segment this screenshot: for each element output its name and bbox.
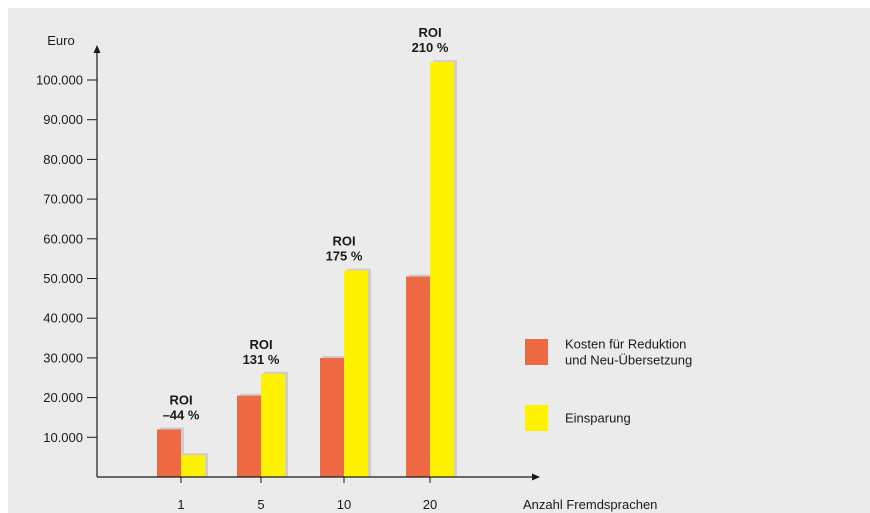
y-tick-label: 20.000 [43, 390, 83, 405]
bar-einsparung-5 [261, 373, 285, 477]
legend-swatch-kosten [525, 339, 548, 365]
y-tick-label: 60.000 [43, 231, 83, 246]
bar-kosten-1 [157, 429, 181, 477]
roi-title-20: ROI [418, 25, 441, 40]
y-tick-label: 50.000 [43, 271, 83, 286]
legend-swatch-einsparung [525, 405, 548, 431]
roi-value-20: 210 % [412, 40, 449, 55]
x-tick-label-1: 1 [177, 497, 184, 512]
y-tick-label: 40.000 [43, 311, 83, 326]
x-tick-label-20: 20 [423, 497, 437, 512]
y-axis-arrow [93, 45, 101, 53]
y-axis-label: Euro [47, 33, 74, 48]
y-tick-label: 80.000 [43, 152, 83, 167]
legend-label-kosten: und Neu-Übersetzung [565, 353, 692, 368]
roi-value-10: 175 % [326, 249, 363, 264]
roi-title-10: ROI [332, 234, 355, 249]
y-tick-label: 90.000 [43, 112, 83, 127]
bar-kosten-10 [320, 357, 344, 477]
bar-kosten-20 [406, 276, 430, 477]
x-axis-arrow [532, 473, 540, 481]
x-tick-label-5: 5 [257, 497, 264, 512]
legend-label-kosten: Kosten für Reduktion [565, 337, 686, 352]
bar-einsparung-1 [181, 455, 205, 477]
roi-title-1: ROI [169, 392, 192, 407]
legend-label-einsparung: Einsparung [565, 411, 631, 426]
y-tick-label: 10.000 [43, 430, 83, 445]
y-tick-label: 70.000 [43, 192, 83, 207]
y-tick-label: 100.000 [36, 73, 83, 88]
bar-einsparung-20 [430, 62, 454, 477]
x-tick-label-10: 10 [337, 497, 351, 512]
roi-value-5: 131 % [243, 352, 280, 367]
x-axis-label: Anzahl Fremdsprachen [523, 497, 657, 512]
bar-kosten-5 [237, 395, 261, 477]
roi-title-5: ROI [249, 337, 272, 352]
bar-einsparung-10 [344, 270, 368, 477]
roi-value-1: –44 % [163, 407, 200, 422]
y-tick-label: 30.000 [43, 350, 83, 365]
